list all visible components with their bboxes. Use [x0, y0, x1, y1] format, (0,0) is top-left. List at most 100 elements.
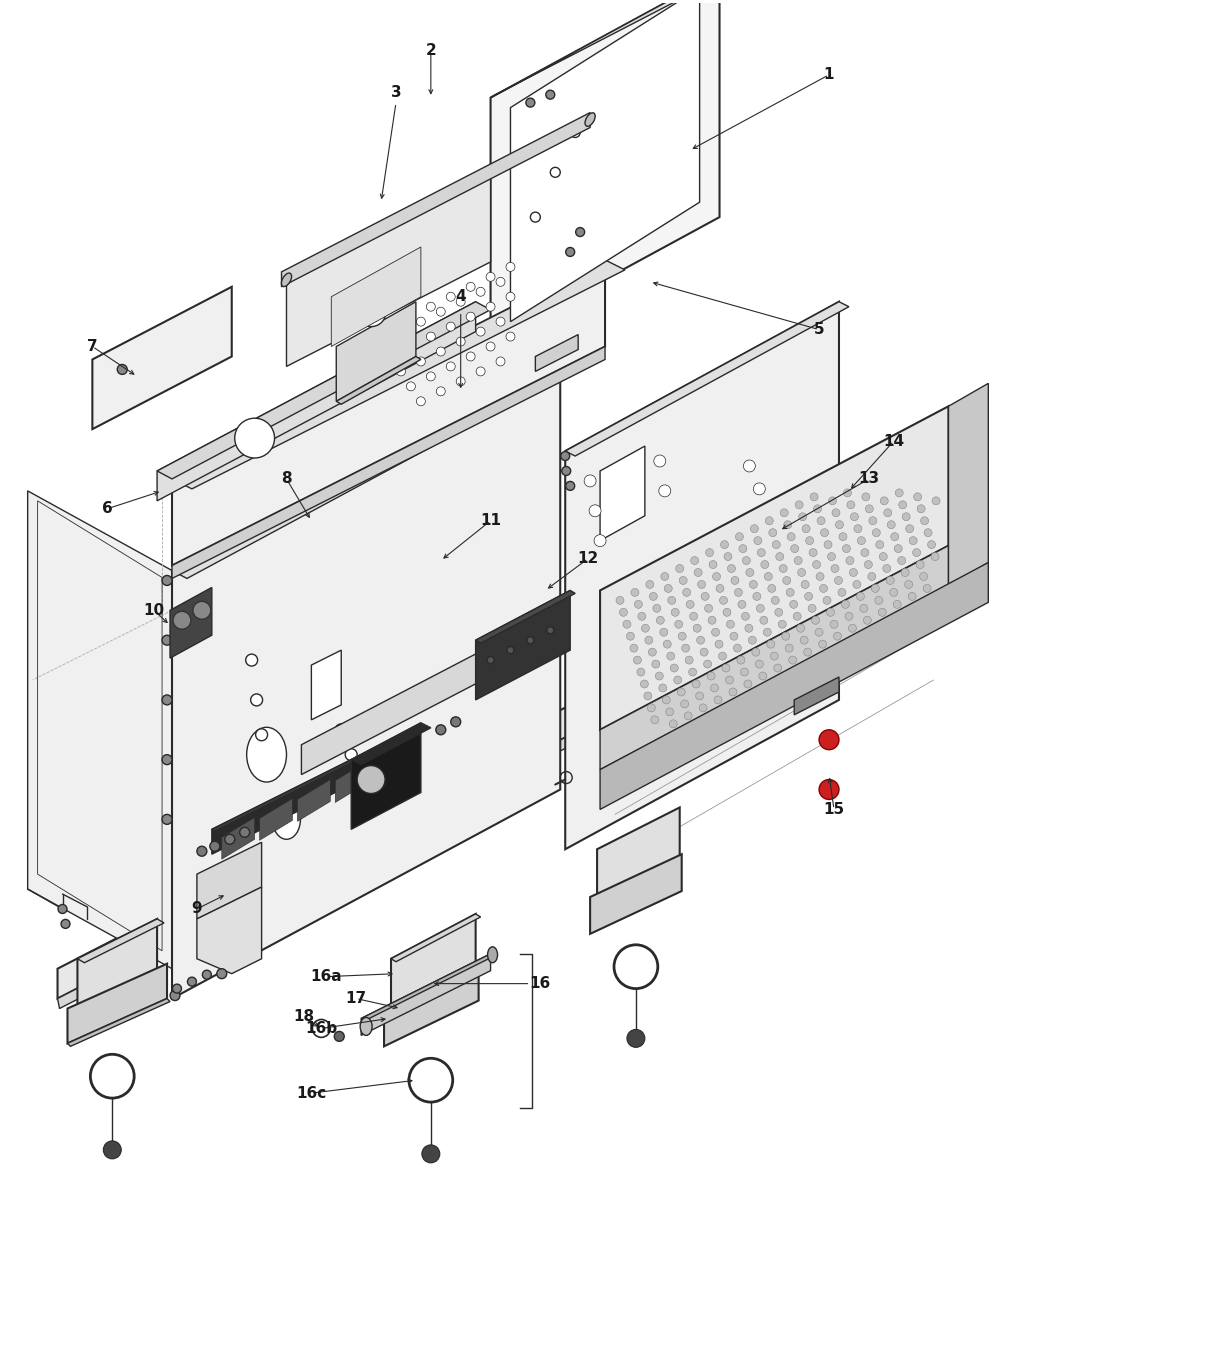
Circle shape: [630, 644, 638, 652]
Circle shape: [757, 548, 766, 557]
Circle shape: [487, 656, 494, 663]
Circle shape: [730, 633, 737, 640]
Circle shape: [825, 540, 832, 548]
Circle shape: [820, 584, 827, 592]
Circle shape: [746, 569, 753, 577]
Circle shape: [638, 612, 646, 621]
Circle shape: [664, 640, 671, 648]
Circle shape: [256, 728, 268, 741]
Circle shape: [640, 681, 649, 687]
Circle shape: [731, 577, 739, 584]
Polygon shape: [68, 964, 167, 1043]
Circle shape: [803, 525, 810, 533]
Circle shape: [565, 481, 575, 491]
Circle shape: [913, 492, 922, 501]
Circle shape: [387, 352, 396, 361]
Circle shape: [842, 544, 850, 552]
Text: 11: 11: [481, 513, 501, 528]
Circle shape: [656, 617, 664, 625]
Circle shape: [795, 501, 803, 509]
Circle shape: [839, 533, 847, 540]
Circle shape: [817, 517, 825, 525]
Ellipse shape: [281, 273, 291, 286]
Circle shape: [932, 552, 939, 561]
Circle shape: [717, 584, 724, 592]
Circle shape: [760, 617, 768, 625]
Circle shape: [753, 483, 766, 495]
Circle shape: [728, 565, 735, 573]
Polygon shape: [476, 591, 570, 700]
Circle shape: [916, 561, 924, 569]
Circle shape: [895, 488, 903, 496]
Circle shape: [748, 636, 756, 644]
Polygon shape: [600, 446, 645, 540]
Circle shape: [775, 552, 784, 561]
Circle shape: [197, 846, 206, 857]
Polygon shape: [510, 0, 699, 322]
Circle shape: [735, 588, 742, 596]
Circle shape: [857, 592, 864, 600]
Circle shape: [686, 600, 694, 608]
Circle shape: [162, 694, 172, 705]
Circle shape: [417, 397, 425, 405]
Circle shape: [778, 621, 787, 629]
Circle shape: [740, 668, 748, 677]
Circle shape: [662, 696, 670, 704]
Polygon shape: [172, 361, 560, 998]
Circle shape: [173, 611, 190, 629]
Text: 3: 3: [391, 85, 402, 100]
Circle shape: [774, 664, 782, 672]
Circle shape: [655, 672, 664, 681]
Circle shape: [162, 576, 172, 585]
Polygon shape: [351, 723, 431, 765]
Circle shape: [832, 509, 839, 517]
Circle shape: [240, 828, 249, 837]
Circle shape: [827, 552, 836, 561]
Circle shape: [456, 297, 466, 306]
Circle shape: [633, 656, 642, 664]
Circle shape: [756, 660, 763, 668]
Text: 2: 2: [425, 44, 436, 59]
Circle shape: [446, 361, 455, 371]
Circle shape: [879, 552, 887, 561]
Polygon shape: [949, 383, 988, 585]
Circle shape: [407, 382, 415, 391]
Circle shape: [789, 656, 796, 664]
Circle shape: [646, 581, 654, 588]
Circle shape: [61, 919, 70, 929]
Circle shape: [891, 533, 898, 540]
Circle shape: [653, 604, 661, 612]
Circle shape: [710, 683, 719, 692]
Text: 16b: 16b: [305, 1020, 338, 1035]
Circle shape: [819, 780, 839, 799]
Polygon shape: [211, 730, 410, 854]
Circle shape: [801, 581, 809, 588]
Circle shape: [756, 604, 764, 612]
Polygon shape: [337, 301, 415, 401]
Circle shape: [216, 968, 227, 978]
Circle shape: [869, 517, 876, 525]
Circle shape: [806, 536, 814, 544]
Text: 17: 17: [345, 992, 366, 1007]
Polygon shape: [311, 651, 342, 720]
Circle shape: [745, 625, 753, 633]
Polygon shape: [565, 301, 849, 456]
Polygon shape: [336, 761, 369, 802]
Circle shape: [649, 648, 656, 656]
Circle shape: [831, 565, 839, 573]
Circle shape: [735, 533, 744, 540]
Circle shape: [623, 621, 630, 629]
Circle shape: [387, 322, 396, 331]
Circle shape: [506, 292, 515, 301]
Circle shape: [846, 557, 854, 565]
Circle shape: [397, 327, 406, 336]
Circle shape: [677, 687, 686, 696]
Circle shape: [686, 656, 693, 664]
Circle shape: [788, 533, 795, 540]
Circle shape: [562, 466, 570, 476]
Circle shape: [426, 372, 435, 381]
Circle shape: [784, 521, 791, 529]
Circle shape: [659, 484, 671, 496]
Circle shape: [497, 318, 505, 326]
Circle shape: [422, 1144, 440, 1163]
